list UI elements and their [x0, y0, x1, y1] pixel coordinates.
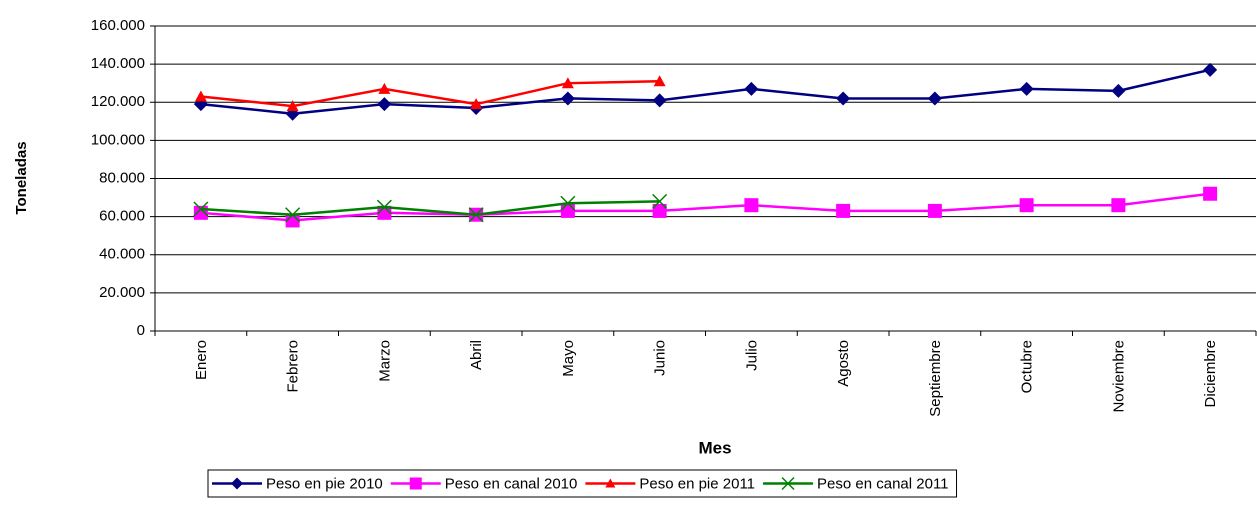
marker — [470, 98, 483, 110]
marker — [561, 77, 574, 89]
x-tick-label: Enero — [193, 340, 210, 380]
x-tick-label: Septiembre — [927, 340, 944, 417]
y-tick-label: 20.000 — [99, 284, 145, 301]
marker — [376, 199, 392, 215]
marker — [560, 91, 575, 106]
y-tick-label: 40.000 — [99, 246, 145, 263]
marker — [744, 198, 759, 213]
marker — [286, 100, 299, 112]
legend-marker — [605, 478, 616, 488]
x-tick-label: Julio — [743, 340, 760, 371]
x-tick-label: Junio — [652, 340, 669, 376]
marker — [468, 207, 484, 223]
marker — [1111, 198, 1126, 213]
marker — [285, 213, 300, 228]
marker — [560, 195, 576, 211]
legend-label: Peso en pie 2011 — [639, 475, 755, 492]
x-axis-label: Mes — [698, 438, 731, 457]
x-tick-label: Marzo — [376, 340, 393, 382]
x-tick-label: Mayo — [560, 340, 577, 377]
marker — [193, 201, 209, 217]
legend-marker — [409, 477, 422, 490]
x-tick-label: Octubre — [1019, 340, 1036, 393]
x-tick-label: Abril — [468, 340, 485, 370]
y-tick-label: 140.000 — [91, 55, 145, 72]
marker — [1203, 186, 1218, 201]
legend-label: Peso en canal 2011 — [817, 475, 949, 492]
marker — [560, 203, 575, 218]
y-tick-label: 60.000 — [99, 208, 145, 225]
marker — [1111, 83, 1126, 98]
y-tick-label: 0 — [137, 322, 145, 339]
marker — [377, 205, 392, 220]
marker — [744, 81, 759, 96]
x-tick-label: Diciembre — [1202, 340, 1219, 408]
marker — [194, 90, 207, 102]
legend-marker — [781, 476, 795, 491]
y-tick-label: 120.000 — [91, 93, 145, 110]
series-line — [200, 192, 1211, 222]
marker — [652, 203, 667, 218]
legend-marker — [231, 477, 243, 490]
legend-label: Peso en canal 2010 — [445, 475, 578, 492]
marker — [377, 97, 392, 112]
y-tick-label: 100.000 — [91, 131, 145, 148]
series-line — [200, 68, 1211, 115]
marker — [652, 93, 667, 108]
legend: Peso en pie 2010 Peso en canal 2010 Peso e… — [207, 469, 958, 498]
legend-label: Peso en pie 2010 — [266, 475, 383, 492]
y-tick-label: 80.000 — [99, 169, 145, 186]
marker — [1203, 62, 1218, 77]
marker — [378, 82, 391, 94]
y-axis-label: Toneladas — [13, 141, 30, 214]
x-tick-label: Agosto — [835, 340, 852, 387]
marker — [1019, 81, 1034, 96]
x-tick-label: Febrero — [285, 340, 302, 393]
series-line — [200, 80, 660, 108]
marker — [927, 91, 942, 106]
legend-box — [207, 469, 958, 498]
marker — [836, 203, 851, 218]
marker — [1019, 198, 1034, 213]
marker — [836, 91, 851, 106]
marker — [653, 75, 666, 87]
marker — [285, 207, 301, 223]
marker — [927, 203, 942, 218]
x-tick-label: Noviembre — [1110, 340, 1127, 413]
marker — [193, 205, 208, 220]
marker — [652, 193, 668, 209]
series-line — [200, 200, 660, 216]
y-tick-label: 160.000 — [91, 17, 145, 34]
